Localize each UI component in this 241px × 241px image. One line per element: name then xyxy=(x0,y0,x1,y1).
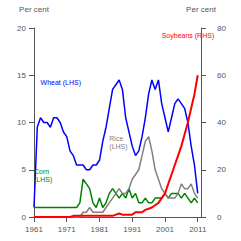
svg-text:1961: 1961 xyxy=(25,225,43,234)
svg-text:60: 60 xyxy=(217,71,226,80)
svg-text:Per cent: Per cent xyxy=(186,5,217,14)
svg-text:0: 0 xyxy=(22,213,27,222)
svg-text:Soybeans (RHS): Soybeans (RHS) xyxy=(162,32,215,40)
svg-text:Corn: Corn xyxy=(34,168,49,175)
svg-text:Rice: Rice xyxy=(109,135,123,142)
svg-text:Per cent: Per cent xyxy=(19,5,50,14)
svg-text:2011: 2011 xyxy=(189,225,207,234)
svg-text:10: 10 xyxy=(17,118,26,127)
svg-text:20: 20 xyxy=(17,24,26,33)
svg-text:80: 80 xyxy=(217,24,226,33)
svg-text:(LHS): (LHS) xyxy=(109,143,127,151)
svg-text:1981: 1981 xyxy=(91,225,109,234)
svg-text:Wheat (LHS): Wheat (LHS) xyxy=(41,79,81,87)
svg-text:15: 15 xyxy=(17,71,26,80)
svg-text:2001: 2001 xyxy=(156,225,174,234)
svg-text:1991: 1991 xyxy=(123,225,141,234)
svg-text:(LHS): (LHS) xyxy=(34,176,52,184)
svg-text:0: 0 xyxy=(217,213,222,222)
svg-text:20: 20 xyxy=(217,165,226,174)
svg-text:40: 40 xyxy=(217,118,226,127)
svg-text:1971: 1971 xyxy=(58,225,76,234)
svg-text:5: 5 xyxy=(22,165,27,174)
